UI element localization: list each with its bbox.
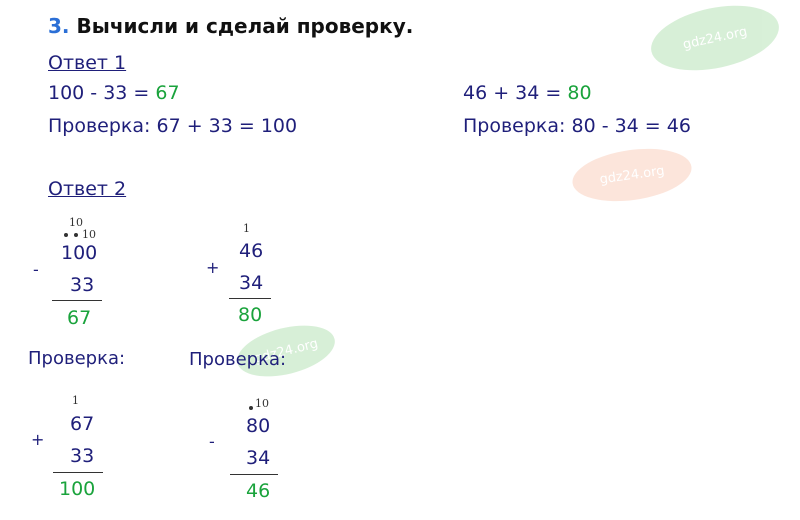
carry-1: 1 [243,222,250,235]
borrow-top: 10 [69,216,83,229]
borrow-4: 10 [255,397,269,410]
check-1: Проверка: 67 + 33 = 100 [48,115,298,137]
col4-subtrahend: 34 [246,447,271,469]
col3-addend-1: 67 [70,413,95,435]
col2-line [229,298,271,299]
col1-line [52,300,102,301]
col3-result: 100 [59,478,96,500]
task-number: 3. [48,14,70,38]
check-2: Проверка: 80 - 34 = 46 [463,115,691,137]
equation-2: 46 + 34 = 80 [463,82,592,104]
col4-result: 46 [246,480,271,502]
answer2-label: Ответ 2 [48,178,127,200]
task-text: Вычисли и сделай проверку. [76,14,414,38]
watermark-1: gdz24.org [645,0,785,81]
borrow-dot-3 [249,406,253,410]
watermark-2: gdz24.org [569,141,695,209]
borrow-right: 10 [82,228,96,241]
minus-sign: - [33,260,39,279]
col1-minuend: 100 [61,242,98,264]
plus-sign: + [206,258,220,277]
equation-1-expr: 100 - 33 = [48,82,156,104]
answer1-label: Ответ 1 [48,52,127,74]
col2-addend-2: 34 [239,272,264,294]
borrow-dot-2 [74,233,78,237]
carry-2: 1 [72,394,79,407]
equation-1-result: 67 [155,82,180,104]
col3-line [53,472,103,473]
check-label-1: Проверка: [28,348,126,369]
equation-1: 100 - 33 = 67 [48,82,180,104]
col2-addend-1: 46 [239,240,264,262]
col2-result: 80 [238,304,263,326]
task-title: 3. Вычисли и сделай проверку. [48,14,413,38]
col1-subtrahend: 33 [70,274,95,296]
borrow-dot-1 [64,233,68,237]
plus-sign-2: + [31,430,45,449]
check-label-2: Проверка: [189,349,287,370]
col4-line [230,474,278,475]
equation-2-expr: 46 + 34 = [463,82,568,104]
col3-addend-2: 33 [70,445,95,467]
col1-result: 67 [67,307,92,329]
col4-minuend: 80 [246,415,271,437]
equation-2-result: 80 [567,82,592,104]
minus-sign-2: - [209,432,215,451]
